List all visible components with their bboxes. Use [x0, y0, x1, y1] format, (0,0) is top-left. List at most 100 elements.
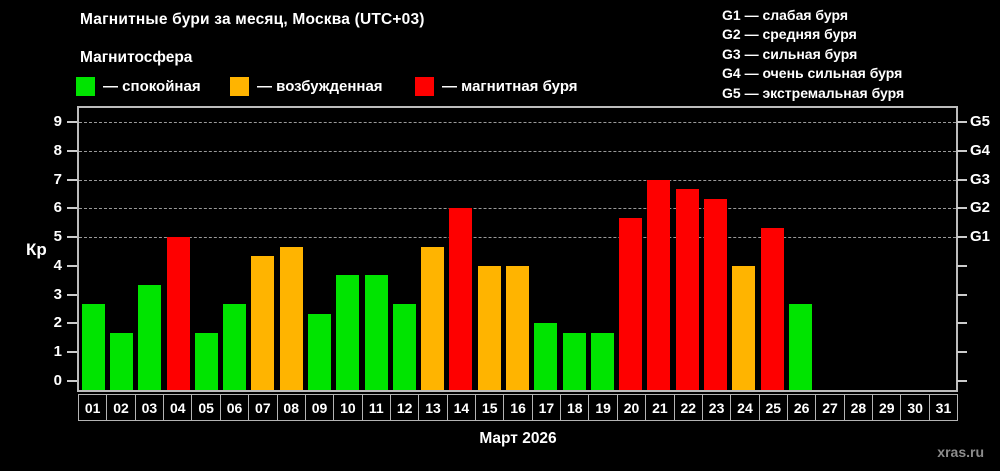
day-cell-02: 02: [106, 395, 134, 420]
y-tick-mark-right-9: [957, 120, 967, 123]
bar-day-18: [562, 332, 586, 390]
right-axis-label-g4: G4: [970, 141, 991, 159]
bar-day-24: [732, 265, 756, 390]
bar-day-20: [619, 217, 643, 390]
bar-day-05: [194, 332, 218, 390]
day-cell-07: 07: [248, 395, 276, 420]
y-tick-mark-right-2: [957, 322, 967, 325]
y-tick-mark-left-3: [67, 293, 77, 296]
bar-day-19: [590, 332, 614, 390]
day-cell-20: 20: [616, 395, 645, 420]
bar-day-13: [421, 246, 445, 390]
y-tick-label-9: 9: [53, 112, 62, 130]
y-tick-mark-right-1: [957, 351, 967, 354]
y-axis-title: Кр: [26, 240, 47, 259]
g-scale-legend: G1 — слабая буря G2 — средняя буря G3 — …: [722, 6, 904, 103]
page-title: Магнитные бури за месяц, Москва (UTC+03): [80, 11, 425, 28]
gridline-kp-5: [79, 237, 956, 239]
day-cell-08: 08: [276, 395, 305, 420]
y-tick-mark-right-0: [957, 380, 967, 382]
day-cell-26: 26: [786, 395, 815, 420]
y-tick-mark-right-4: [957, 264, 967, 267]
bar-day-25: [760, 227, 784, 390]
y-tick-mark-left-1: [67, 351, 77, 354]
y-tick-label-1: 1: [53, 343, 62, 361]
bar-day-11: [364, 275, 388, 390]
y-tick-mark-right-8: [957, 149, 967, 152]
day-cell-18: 18: [560, 395, 588, 420]
gridline-kp-6: [79, 208, 956, 210]
watermark: xras.ru: [937, 444, 984, 460]
day-cell-17: 17: [531, 395, 560, 420]
x-axis-title: Март 2026: [479, 430, 557, 447]
day-cell-16: 16: [503, 395, 531, 420]
day-cell-27: 27: [815, 395, 843, 420]
day-cell-01: 01: [84, 399, 101, 416]
y-tick-label-4: 4: [53, 256, 62, 274]
right-axis-label-g3: G3: [970, 170, 991, 188]
y-tick-label-5: 5: [53, 228, 62, 246]
y-tick-mark-right-5: [957, 236, 967, 239]
bar-day-17: [534, 323, 558, 390]
g-scale-item-g4: G4 — очень сильная буря: [722, 65, 903, 82]
plot-area: [77, 106, 958, 392]
gridline-kp-9: [79, 121, 956, 123]
bar-day-09: [307, 313, 331, 390]
bar-day-12: [392, 304, 416, 390]
g-scale-item-g2: G2 — средняя буря: [722, 26, 857, 43]
bar-day-03: [138, 285, 162, 390]
gridline-kp-8: [79, 150, 956, 152]
y-tick-mark-left-4: [67, 264, 77, 267]
right-axis-label-g5: G5: [970, 112, 991, 130]
bar-day-26: [788, 304, 812, 390]
bar-day-22: [675, 189, 699, 390]
day-cell-30: 30: [900, 395, 928, 420]
day-cell-04: 04: [163, 395, 191, 420]
y-tick-mark-left-9: [67, 120, 77, 123]
bar-day-15: [477, 265, 501, 390]
bar-day-21: [647, 179, 671, 390]
day-cell-05: 05: [191, 395, 219, 420]
day-cell-25: 25: [758, 395, 787, 420]
legend-label-excited: — возбужденная: [257, 77, 383, 95]
bar-day-02: [109, 332, 133, 390]
bar-day-01: [81, 304, 105, 390]
y-tick-mark-right-7: [957, 178, 967, 181]
y-tick-mark-left-7: [67, 178, 77, 181]
day-cell-11: 11: [361, 395, 390, 420]
bar-day-14: [449, 208, 473, 390]
y-tick-mark-left-5: [67, 236, 77, 239]
day-cell-09: 09: [304, 395, 333, 420]
day-cell-21: 21: [645, 395, 673, 420]
legend-label-quiet: — спокойная: [103, 77, 201, 95]
bar-day-06: [223, 304, 247, 390]
bar-day-07: [251, 256, 275, 390]
y-tick-mark-right-6: [957, 207, 967, 210]
y-tick-label-0: 0: [53, 372, 62, 389]
y-tick-mark-left-0: [67, 380, 77, 382]
day-cell-14: 14: [446, 395, 475, 420]
bar-day-23: [704, 198, 728, 390]
day-cell-29: 29: [872, 395, 900, 420]
y-tick-label-7: 7: [53, 170, 62, 188]
y-tick-mark-left-2: [67, 322, 77, 325]
legend-label-storm: — магнитная буря: [442, 77, 578, 95]
day-cell-03: 03: [134, 395, 163, 420]
g-scale-item-g1: G1 — слабая буря: [722, 7, 849, 23]
day-cell-28: 28: [843, 395, 872, 420]
legend-item-excited: — возбужденная: [230, 76, 383, 96]
g-scale-item-g5: G5 — экстремальная буря: [722, 84, 905, 101]
y-tick-label-8: 8: [53, 141, 62, 159]
right-axis-label-g2: G2: [970, 199, 991, 217]
y-tick-label-3: 3: [53, 285, 62, 303]
bar-day-10: [336, 275, 360, 390]
day-cell-31: 31: [928, 395, 957, 420]
chart-subtitle: Магнитосфера: [80, 49, 193, 66]
bar-day-08: [279, 246, 303, 390]
day-cell-24: 24: [730, 395, 758, 420]
x-axis-day-row: 01 02 03 04 05 06 07 08 09 10 11 12 13 14 15 16 17 18 19 20…: [78, 394, 958, 421]
excited-color-swatch: [230, 76, 249, 96]
g-scale-item-g3: G3 — сильная буря: [722, 45, 858, 62]
kp-state-legend: — спокойная — возбужденная — магнитная б…: [0, 76, 700, 98]
